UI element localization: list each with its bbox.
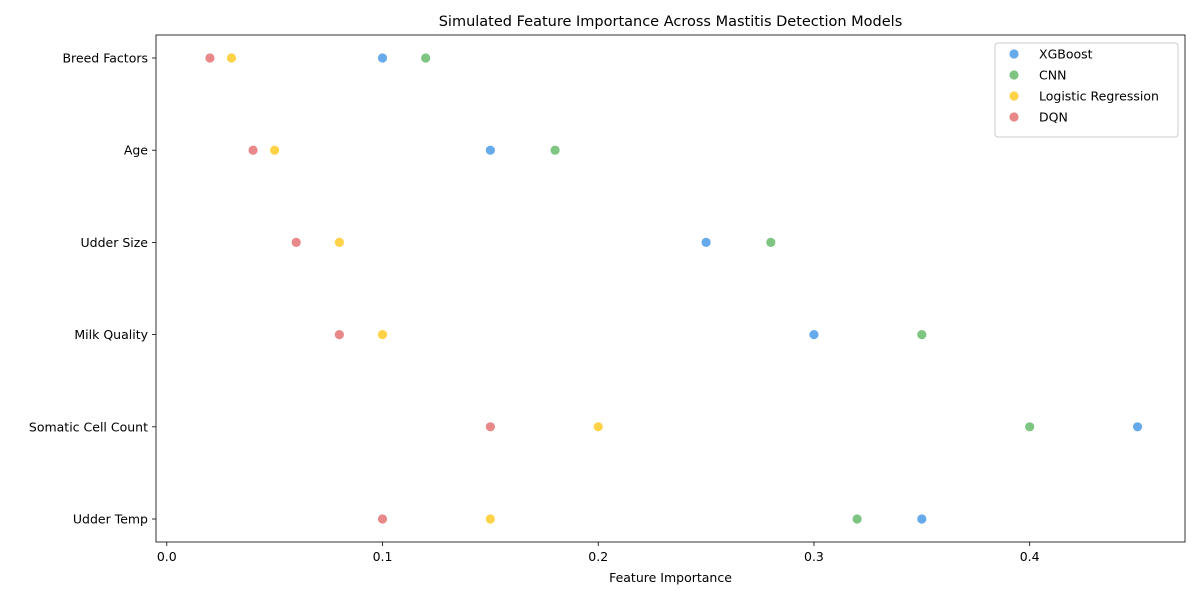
- x-axis-label: Feature Importance: [609, 570, 732, 585]
- y-tick-label: Udder Temp: [73, 512, 148, 527]
- point-logistic-regression: [593, 422, 603, 432]
- plot-area: 0.0 0.1 0.2 0.3 0.4 Udder Temp Somatic Cell Co…: [29, 34, 1186, 564]
- legend-label: Logistic Regression: [1039, 89, 1159, 104]
- x-tick-label: 0.0: [157, 549, 177, 564]
- point-dqn: [248, 145, 258, 155]
- point-cnn: [766, 237, 776, 247]
- point-cnn: [421, 53, 431, 63]
- y-tick-label: Breed Factors: [62, 51, 148, 66]
- x-tick-label: 0.1: [373, 549, 393, 564]
- x-tick-label: 0.3: [804, 549, 824, 564]
- point-cnn: [550, 145, 560, 155]
- point-cnn: [852, 514, 862, 524]
- point-logistic-regression: [377, 330, 388, 340]
- legend-box: [994, 42, 1179, 138]
- x-tick-label: 0.2: [588, 549, 608, 564]
- legend-marker: [1009, 91, 1019, 101]
- legend-label: CNN: [1039, 68, 1066, 83]
- point-xgboost: [377, 53, 388, 63]
- point-logistic-regression: [226, 53, 237, 63]
- point-xgboost: [701, 237, 711, 247]
- legend-label: DQN: [1039, 110, 1068, 125]
- point-cnn: [917, 330, 927, 340]
- legend-marker: [1009, 70, 1019, 80]
- point-xgboost: [917, 514, 927, 524]
- y-tick-label: Milk Quality: [74, 327, 148, 342]
- point-dqn: [485, 422, 495, 432]
- y-tick-label: Udder Size: [81, 235, 149, 250]
- point-logistic-regression: [270, 145, 280, 155]
- point-xgboost: [809, 330, 819, 340]
- legend-label: XGBoost: [1039, 47, 1093, 62]
- plot-frame: [155, 34, 1186, 543]
- point-logistic-regression: [334, 237, 344, 247]
- point-dqn: [291, 237, 301, 247]
- y-tick-label: Somatic Cell Count: [29, 419, 148, 434]
- point-dqn: [377, 514, 388, 524]
- legend-marker: [1009, 49, 1019, 59]
- x-tick-label: 0.4: [1020, 549, 1040, 564]
- chart-title: Simulated Feature Importance Across Mast…: [439, 14, 903, 30]
- legend: XGBoost CNN Logistic Regression DQN: [994, 42, 1179, 138]
- point-cnn: [1025, 422, 1035, 432]
- point-dqn: [205, 53, 215, 63]
- point-logistic-regression: [485, 514, 495, 524]
- point-xgboost: [1132, 422, 1143, 432]
- y-tick-label: Age: [124, 143, 148, 158]
- point-dqn: [334, 330, 344, 340]
- point-xgboost: [485, 145, 495, 155]
- legend-marker: [1009, 112, 1019, 122]
